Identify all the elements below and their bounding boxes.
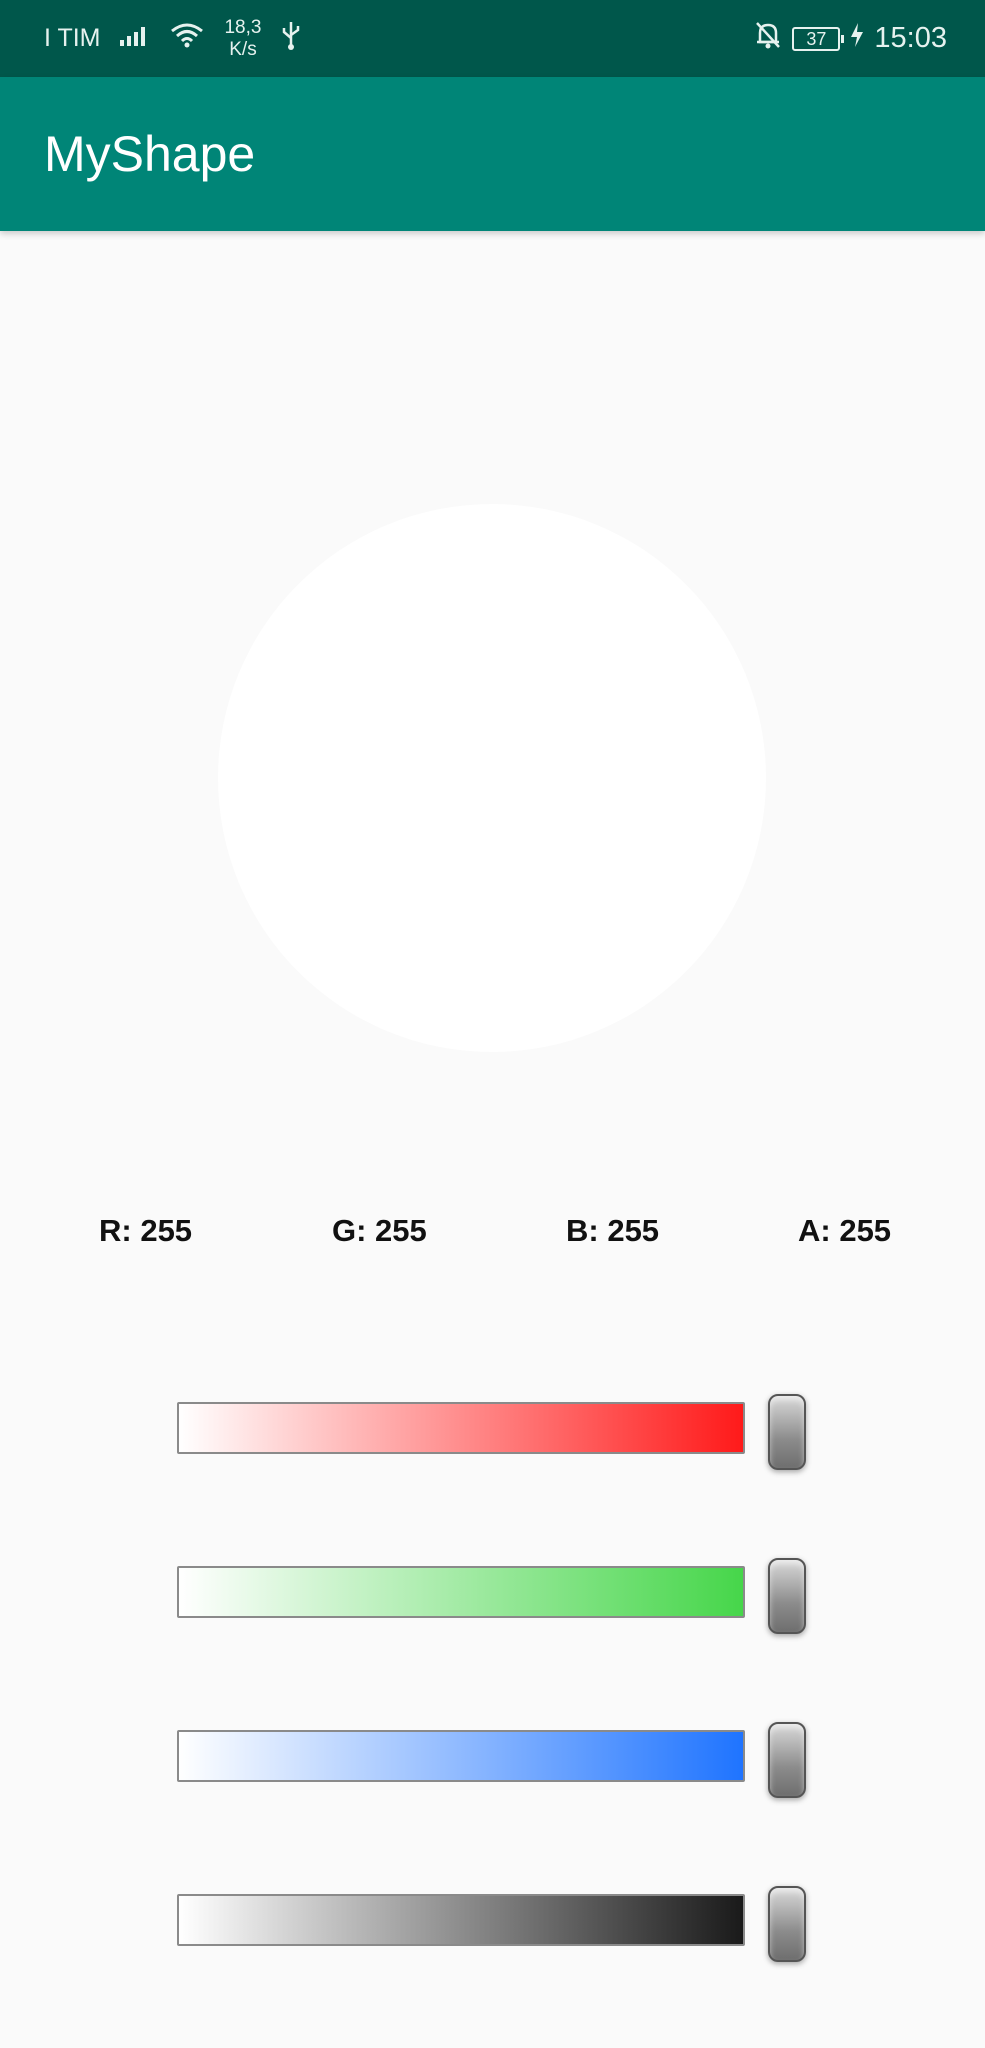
alpha-value-label: A: 255 [798, 1213, 892, 1248]
red-slider[interactable] [177, 1382, 807, 1470]
network-speed-value: 18,3 [224, 16, 262, 38]
green-slider[interactable] [177, 1546, 807, 1634]
clock: 15:03 [874, 22, 947, 54]
blue-slider[interactable] [177, 1710, 807, 1798]
shape-preview-circle [218, 504, 766, 1052]
app-title: MyShape [44, 126, 256, 182]
alpha-slider[interactable] [177, 1874, 807, 1962]
signal-icon [120, 24, 150, 53]
green-slider-thumb[interactable] [768, 1558, 806, 1634]
notifications-off-icon [754, 20, 782, 58]
green-slider-track[interactable] [177, 1566, 745, 1618]
alpha-slider-thumb[interactable] [768, 1886, 806, 1962]
red-value-label: R: 255 [99, 1213, 193, 1248]
red-slider-thumb[interactable] [768, 1394, 806, 1470]
charging-icon [850, 22, 864, 56]
network-speed-unit: K/s [229, 38, 257, 60]
app-bar: MyShape [0, 77, 985, 231]
status-right: 37 15:03 [754, 0, 947, 77]
carrier-label: I TIM [44, 24, 101, 52]
battery-level: 37 [806, 28, 827, 49]
battery-icon: 37 [792, 26, 845, 51]
network-speed: 18,3 K/s [224, 17, 261, 61]
status-bar: I TIM 18,3 K/s [0, 0, 985, 77]
green-value-label: G: 255 [332, 1213, 427, 1248]
red-slider-track[interactable] [177, 1402, 745, 1454]
blue-slider-thumb[interactable] [768, 1722, 806, 1798]
status-left: I TIM 18,3 K/s [44, 0, 301, 77]
alpha-slider-track[interactable] [177, 1894, 745, 1946]
usb-icon [281, 20, 301, 57]
blue-slider-track[interactable] [177, 1730, 745, 1782]
wifi-icon [170, 22, 204, 55]
blue-value-label: B: 255 [566, 1213, 660, 1248]
